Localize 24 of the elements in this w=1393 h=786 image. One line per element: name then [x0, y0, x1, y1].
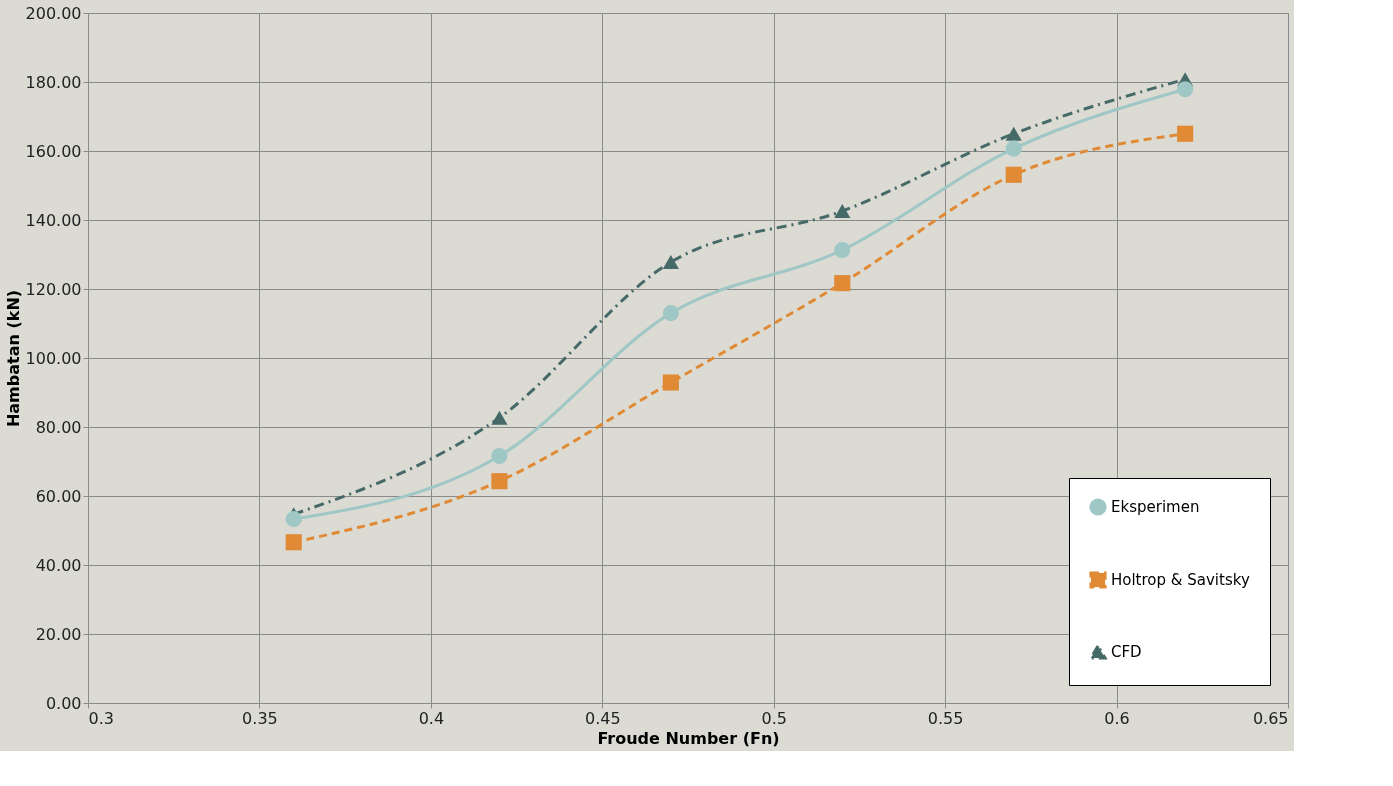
y-tick-label: 140.00: [25, 210, 82, 230]
y-tick-label: 80.00: [35, 417, 82, 437]
y-tick-label: 60.00: [35, 486, 82, 506]
y-tick-label: 200.00: [25, 3, 82, 23]
y-tick-label: 40.00: [35, 555, 82, 575]
x-tick-label: 0.5: [761, 708, 787, 728]
x-tick-label: 0.35: [242, 708, 278, 728]
x-axis-title: Froude Number (Fn): [597, 728, 780, 748]
x-tick-label: 0.6: [1104, 708, 1130, 728]
legend-label: CFD: [1111, 643, 1142, 661]
y-tick-label: 180.00: [25, 72, 82, 92]
x-tick-label: 0.45: [584, 708, 621, 728]
legend-label: Holtrop & Savitsky: [1111, 571, 1250, 589]
x-tick-label: 0.4: [418, 708, 445, 728]
x-tick-label: 0.55: [927, 708, 964, 728]
y-tick-label: 100.00: [25, 348, 82, 368]
y-tick-label: 20.00: [35, 624, 82, 644]
legend-label: Eksperimen: [1111, 498, 1200, 516]
y-tick-label: 160.00: [25, 141, 82, 161]
y-tick-label: 120.00: [25, 279, 82, 299]
y-axis-title: Hambatan (kN): [3, 289, 23, 428]
x-tick-label: 0.65: [1252, 708, 1289, 728]
y-tick-label: 0.00: [45, 693, 82, 713]
x-tick-label: 0.3: [88, 708, 114, 728]
